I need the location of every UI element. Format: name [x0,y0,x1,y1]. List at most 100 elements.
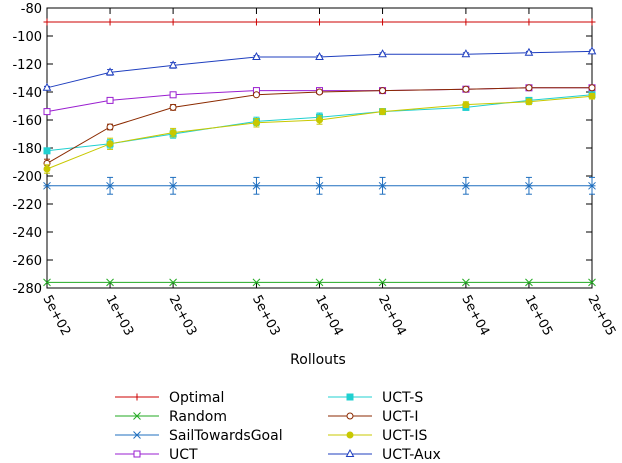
x-tick-label: 1e+05 [521,293,555,339]
legend-marker [346,412,354,420]
legend-entry-uct-s: UCT-S [328,390,423,406]
x-tick-label: 1e+04 [312,293,346,339]
x-tick-label: 1e+03 [103,293,137,339]
data-point [169,129,177,137]
data-point [43,278,51,287]
y-tick-label: -140 [12,86,42,101]
data-point [169,278,177,287]
legend-entry-uct: UCT [115,447,198,463]
data-point [43,165,51,173]
data-point [524,47,534,56]
legend-entry-random: Random [115,409,227,425]
data-point [252,119,260,127]
x-axis-label: Rollouts [290,352,346,368]
data-point [525,84,533,92]
legend-entry-uct-aux: UCT-Aux [328,447,441,463]
data-point [106,140,114,148]
series-random [43,278,596,287]
data-point [169,103,177,111]
data-point [252,278,261,287]
data-point [315,278,324,287]
y-tick-label: -120 [12,58,42,73]
legend-label: UCT-S [382,390,423,406]
data-point [378,49,387,58]
data-point [106,278,114,287]
data-point [105,67,115,76]
data-point [587,46,597,55]
data-point [169,91,177,99]
data-point [588,84,596,92]
series-uct-i [43,84,596,169]
data-point [316,116,323,124]
plot-area [46,7,593,289]
data-point [169,181,177,190]
y-tick-label: -100 [12,30,42,45]
x-tick-label: 2e+04 [375,293,409,339]
data-point [462,101,470,109]
x-tick-label: 5e+02 [39,293,73,339]
data-point [315,181,324,190]
data-point [588,181,596,190]
data-point [461,49,471,58]
data-point [379,108,387,116]
data-point [588,92,596,100]
legend-entry-optimal: Optimal [115,390,224,406]
legend-marker [133,431,141,439]
data-point [378,278,387,287]
data-point [43,108,51,116]
data-point [378,181,387,190]
series-line [46,95,593,170]
series-layer [42,18,597,287]
data-point [379,87,387,95]
data-point [168,60,178,69]
y-tick-label: -260 [12,254,42,269]
legend: Optimal Random SailTowardsGoal UCT UCT-S UCT-… [115,390,441,463]
legend-label: UCT-IS [382,428,427,444]
data-point [252,181,261,190]
series-sailtowardsgoal [43,176,596,195]
data-point [462,85,470,93]
data-point [525,98,533,106]
data-point [252,91,260,99]
y-tick-label: -160 [12,114,42,129]
y-tick-label: -220 [12,198,42,213]
legend-label: UCT-I [382,409,418,425]
data-point [525,181,533,190]
x-tick-label: 5e+03 [249,293,283,339]
y-tick-label: -80 [21,2,42,17]
y-tick-label: -180 [12,142,42,157]
data-point [588,278,596,287]
data-point [316,88,323,96]
x-tick-label: 5e+04 [458,293,492,339]
y-tick-label: -200 [12,170,42,185]
data-point [462,278,470,287]
legend-label: Random [169,409,227,425]
legend-marker [346,393,354,401]
legend-label: Optimal [169,390,224,406]
data-point [525,278,533,287]
series-uct-aux [42,46,597,91]
data-point [106,96,114,104]
x-tick-label: 2e+05 [584,293,618,339]
legend-marker [346,431,354,439]
legend-label: SailTowardsGoal [169,428,283,444]
data-point [106,123,114,131]
y-tick-label: -280 [12,282,42,297]
legend-label: UCT [169,447,198,463]
data-point [252,51,261,60]
data-point [43,147,51,155]
data-point [315,51,324,60]
legend-label: UCT-Aux [382,447,441,463]
y-tick-label: -240 [12,226,42,241]
series-optimal [43,18,596,26]
legend-entry-uct-i: UCT-I [328,409,418,425]
legend-marker [133,412,141,420]
legend-marker [133,450,141,458]
legend-entry-uct-is: UCT-IS [328,428,427,444]
x-tick-label: 2e+03 [166,293,200,339]
legend-marker [345,448,355,457]
data-point [106,181,114,190]
data-point [462,181,470,190]
data-point [42,82,52,91]
